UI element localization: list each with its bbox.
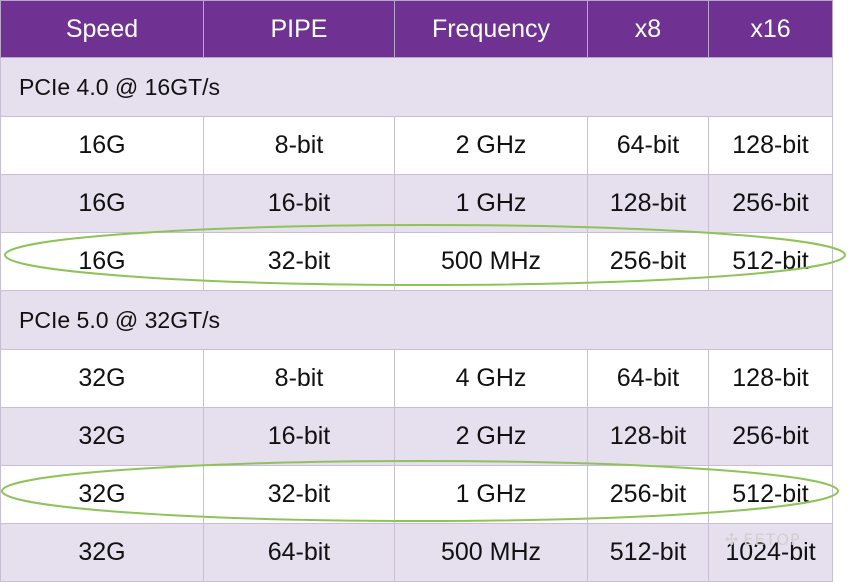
cell-x8: 128-bit (587, 174, 709, 233)
cell-speed: 16G (0, 232, 204, 291)
cell-x16: 256-bit (708, 407, 833, 466)
cell-x8: 256-bit (587, 232, 709, 291)
table-row-highlighted: 32G 32-bit 1 GHz 256-bit 512-bit (0, 465, 833, 524)
cell-pipe: 16-bit (203, 174, 395, 233)
cell-x8: 512-bit (587, 523, 709, 582)
cell-x8: 128-bit (587, 407, 709, 466)
section-title: PCIe 4.0 @ 16GT/s (0, 57, 833, 117)
cell-pipe: 64-bit (203, 523, 395, 582)
cell-frequency: 1 GHz (394, 465, 588, 524)
column-header-x8: x8 (587, 0, 709, 58)
cell-x16: 128-bit (708, 116, 833, 175)
cell-x16: 512-bit (708, 465, 833, 524)
watermark-text: EETOP (743, 530, 801, 549)
cell-x16: 128-bit (708, 349, 833, 408)
watermark: ✣ EETOP (725, 530, 801, 549)
column-header-x16: x16 (708, 0, 833, 58)
cell-x8: 256-bit (587, 465, 709, 524)
cell-pipe: 8-bit (203, 349, 395, 408)
header-row: Speed PIPE Frequency x8 x16 (0, 0, 833, 58)
cell-speed: 32G (0, 465, 204, 524)
table-row: 32G 64-bit 500 MHz 512-bit 1024-bit (0, 523, 833, 582)
cell-frequency: 2 GHz (394, 407, 588, 466)
cell-frequency: 500 MHz (394, 232, 588, 291)
cell-x16: 512-bit (708, 232, 833, 291)
cell-pipe: 32-bit (203, 465, 395, 524)
cell-x8: 64-bit (587, 116, 709, 175)
cell-speed: 32G (0, 523, 204, 582)
cell-x16: 256-bit (708, 174, 833, 233)
section-header-pcie5: PCIe 5.0 @ 32GT/s (0, 290, 833, 350)
cell-x8: 64-bit (587, 349, 709, 408)
cell-frequency: 4 GHz (394, 349, 588, 408)
cell-x16: 1024-bit (708, 523, 833, 582)
table-row: 32G 16-bit 2 GHz 128-bit 256-bit (0, 407, 833, 466)
cell-pipe: 32-bit (203, 232, 395, 291)
cell-pipe: 8-bit (203, 116, 395, 175)
table-row: 16G 8-bit 2 GHz 64-bit 128-bit (0, 116, 833, 175)
column-header-frequency: Frequency (394, 0, 588, 58)
table-row-highlighted: 16G 32-bit 500 MHz 256-bit 512-bit (0, 232, 833, 291)
table-row: 16G 16-bit 1 GHz 128-bit 256-bit (0, 174, 833, 233)
cell-speed: 16G (0, 174, 204, 233)
cell-frequency: 1 GHz (394, 174, 588, 233)
section-header-pcie4: PCIe 4.0 @ 16GT/s (0, 57, 833, 117)
wechat-icon: ✣ (725, 530, 740, 549)
column-header-pipe: PIPE (203, 0, 395, 58)
table-row: 32G 8-bit 4 GHz 64-bit 128-bit (0, 349, 833, 408)
cell-speed: 16G (0, 116, 204, 175)
cell-frequency: 2 GHz (394, 116, 588, 175)
cell-frequency: 500 MHz (394, 523, 588, 582)
cell-speed: 32G (0, 349, 204, 408)
column-header-speed: Speed (0, 0, 204, 58)
section-title: PCIe 5.0 @ 32GT/s (0, 290, 833, 350)
cell-speed: 32G (0, 407, 204, 466)
cell-pipe: 16-bit (203, 407, 395, 466)
